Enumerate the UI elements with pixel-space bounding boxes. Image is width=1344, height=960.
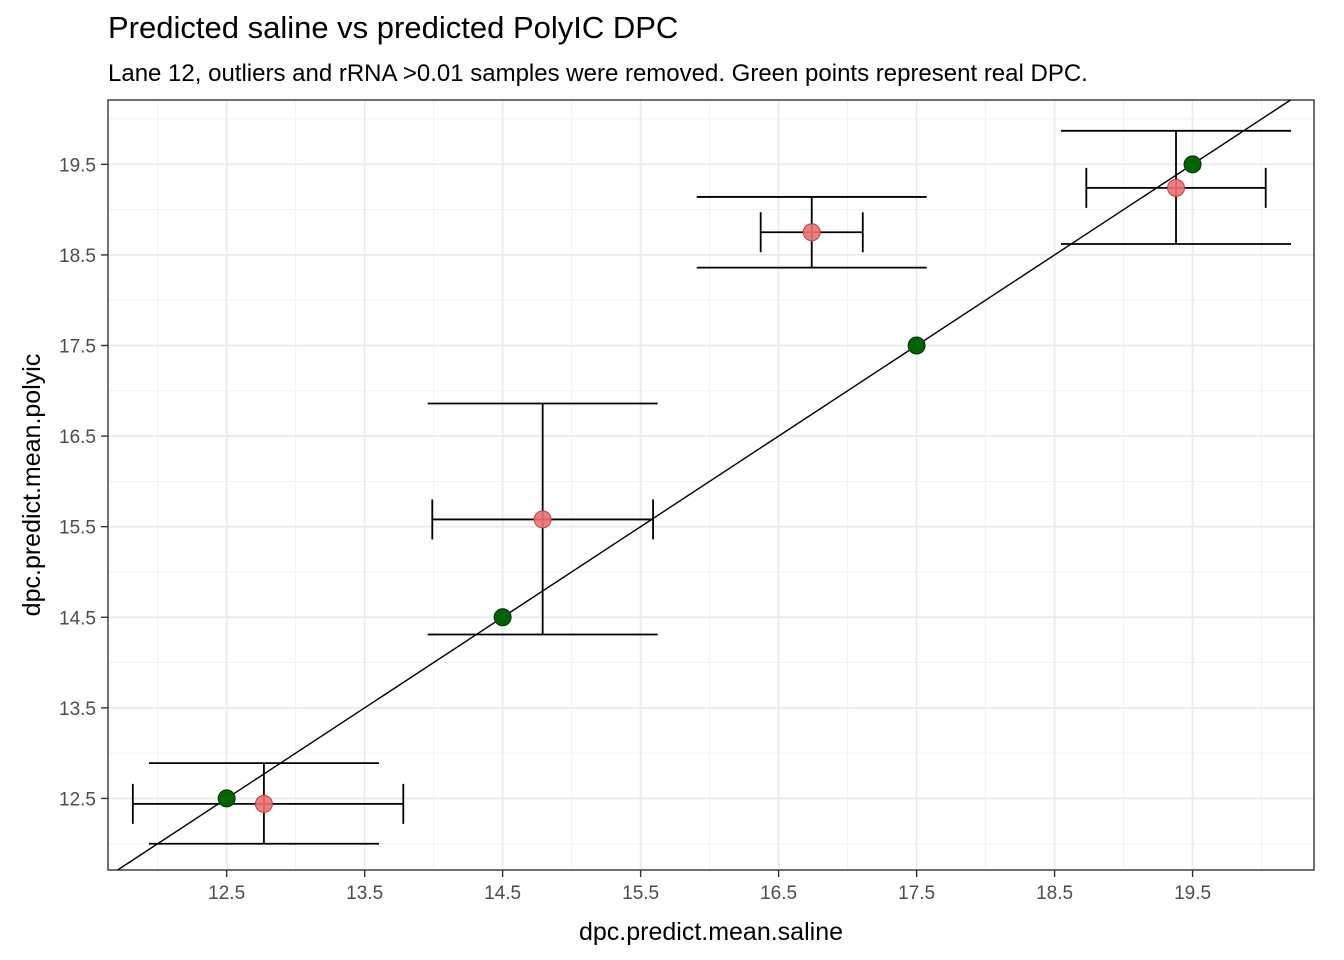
y-tick-label: 18.5 xyxy=(59,246,96,267)
y-tick-label: 19.5 xyxy=(59,155,96,176)
x-tick-label: 15.5 xyxy=(622,883,659,904)
y-tick-label: 13.5 xyxy=(59,699,96,720)
real-dpc-point xyxy=(493,608,512,627)
real-dpc-point xyxy=(217,789,236,808)
axes: 12.5 13.5 14.5 15.5 16.5 17.5 18.5 19.5 12.5 13.5… xyxy=(59,155,1211,904)
reference-line xyxy=(117,99,1291,871)
x-tick-label: 18.5 xyxy=(1036,883,1073,904)
panel-background xyxy=(108,100,1314,870)
y-tick-label: 15.5 xyxy=(59,518,96,539)
predicted-point xyxy=(802,223,821,242)
x-tick-label: 13.5 xyxy=(346,883,383,904)
x-tick-label: 16.5 xyxy=(760,883,797,904)
real-dpc-point xyxy=(907,336,926,355)
predicted-point xyxy=(254,794,273,813)
predicted-point xyxy=(533,510,552,529)
y-axis-title: dpc.predict.mean.polyic xyxy=(18,354,46,617)
x-tick-label: 17.5 xyxy=(898,883,935,904)
real-dpc-point xyxy=(1183,155,1202,174)
grid xyxy=(108,100,1314,870)
chart-subtitle: Lane 12, outliers and rRNA >0.01 samples… xyxy=(108,60,1088,87)
panel-border xyxy=(107,99,1315,871)
x-tick-label: 12.5 xyxy=(208,883,245,904)
x-tick-label: 14.5 xyxy=(484,883,521,904)
identity-line xyxy=(117,99,1291,871)
y-tick-label: 14.5 xyxy=(59,608,96,629)
chart-title: Predicted saline vs predicted PolyIC DPC xyxy=(108,10,679,45)
predicted-point xyxy=(1167,178,1186,197)
x-axis-title: dpc.predict.mean.saline xyxy=(579,918,843,946)
y-tick-label: 12.5 xyxy=(59,789,96,810)
error-bars xyxy=(131,129,1292,845)
x-tick-label: 19.5 xyxy=(1174,883,1211,904)
points xyxy=(217,155,1202,813)
y-tick-label: 17.5 xyxy=(59,336,96,357)
y-tick-label: 16.5 xyxy=(59,427,96,448)
